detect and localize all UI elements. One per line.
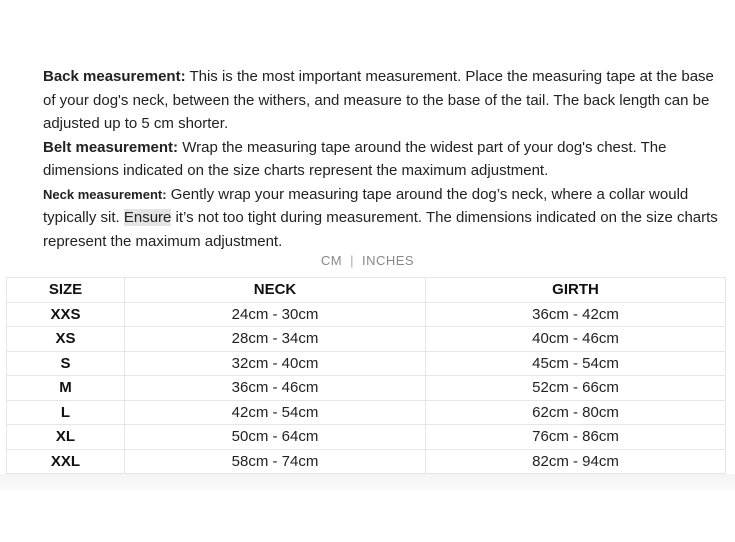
unit-separator: |: [350, 253, 354, 268]
table-row: XL 50cm - 64cm 76cm - 86cm: [6, 424, 726, 450]
cell-girth: 52cm - 66cm: [425, 375, 726, 401]
neck-text: Gently wrap your measuring tape around t…: [43, 185, 689, 227]
unit-cm[interactable]: CM: [320, 253, 343, 268]
cell-girth: 76cm - 86cm: [425, 424, 726, 450]
cell-size: XXL: [6, 448, 125, 474]
cell-girth: 36cm - 42cm: [425, 301, 726, 327]
table-row: L 42cm - 54cm 62cm - 80cm: [6, 399, 726, 425]
cell-size: S: [6, 350, 125, 376]
cell-neck: 24cm - 30cm: [124, 301, 426, 327]
back-text: This is the most important measurement. …: [43, 68, 714, 132]
cell-neck: 32cm - 40cm: [124, 350, 426, 376]
unit-inches[interactable]: INCHES: [361, 253, 415, 268]
cell-girth: 82cm - 94cm: [425, 448, 726, 474]
table-row: XXS 24cm - 30cm 36cm - 42cm: [6, 301, 726, 327]
cell-neck: 28cm - 34cm: [124, 326, 426, 352]
table-row: XXL 58cm - 74cm 82cm - 94cm: [6, 448, 726, 474]
table-header-row: SIZE NECK GIRTH: [6, 277, 726, 303]
size-chart-table: SIZE NECK GIRTH XXS 24cm - 30cm 36cm - 42c…: [6, 277, 726, 474]
header-neck: NECK: [124, 277, 426, 303]
neck-text-cont: it’s not too tight during measurement. T…: [43, 209, 718, 250]
cell-size: XS: [6, 326, 125, 352]
bottom-shadow: [0, 474, 735, 490]
belt-measurement: Belt measurement: Wrap the measuring tap…: [43, 136, 723, 183]
back-label: Back measurement:: [43, 68, 186, 85]
header-girth: GIRTH: [425, 277, 726, 303]
belt-text: Wrap the measuring tape around the wides…: [43, 138, 667, 180]
cell-girth: 40cm - 46cm: [425, 326, 726, 352]
table-row: S 32cm - 40cm 45cm - 54cm: [6, 350, 726, 376]
cell-neck: 50cm - 64cm: [124, 424, 426, 450]
highlighted-word: Ensure: [123, 209, 172, 226]
cell-girth: 45cm - 54cm: [425, 350, 726, 376]
unit-toggle: CM | INCHES: [0, 253, 735, 268]
cell-neck: 36cm - 46cm: [124, 375, 426, 401]
cell-size: L: [6, 399, 125, 425]
measurement-instructions: Back measurement: This is the most impor…: [43, 65, 723, 253]
cell-size: XXS: [6, 301, 125, 327]
cell-size: M: [6, 375, 125, 401]
neck-label: Neck measurement:: [43, 186, 167, 202]
belt-label: Belt measurement:: [43, 138, 179, 156]
cell-neck: 42cm - 54cm: [124, 399, 426, 425]
cell-size: XL: [6, 424, 125, 450]
table-row: M 36cm - 46cm 52cm - 66cm: [6, 375, 726, 401]
back-measurement: Back measurement: This is the most impor…: [43, 65, 723, 136]
table-row: XS 28cm - 34cm 40cm - 46cm: [6, 326, 726, 352]
header-size: SIZE: [6, 277, 125, 303]
neck-measurement: Neck measurement: Gently wrap your measu…: [43, 183, 723, 254]
cell-neck: 58cm - 74cm: [124, 448, 426, 474]
cell-girth: 62cm - 80cm: [425, 399, 726, 425]
